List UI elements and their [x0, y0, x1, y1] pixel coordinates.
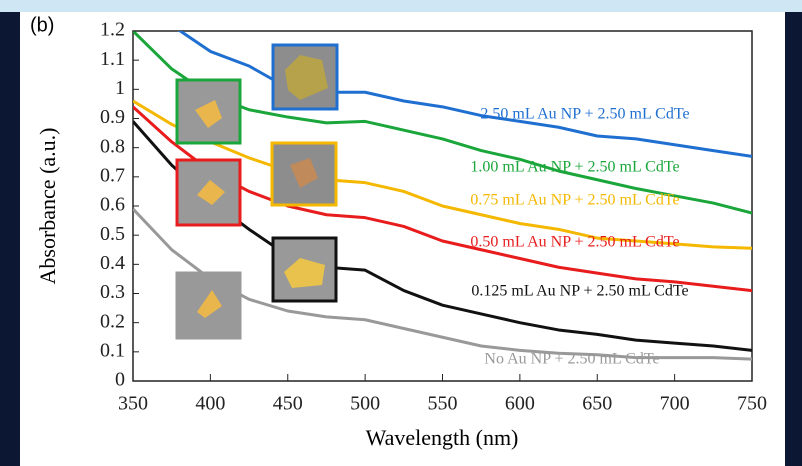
series-label: 2.50 mL Au NP + 2.50 mL CdTe — [480, 106, 689, 123]
y-tick-label: 0.5 — [100, 223, 125, 245]
x-axis-label: Wavelength (nm) — [366, 425, 519, 450]
inset-photo — [175, 78, 242, 145]
inset-photo — [175, 271, 242, 340]
insets — [175, 43, 339, 340]
x-tick-label: 700 — [660, 393, 690, 415]
y-tick-label: 0.3 — [100, 281, 125, 303]
series-label: 0.50 mL Au NP + 2.50 mL CdTe — [470, 234, 679, 251]
series-label: No Au NP + 2.50 mL CdTe — [484, 351, 659, 368]
y-tick-label: 0.1 — [100, 339, 125, 361]
y-tick-label: 1.2 — [100, 19, 125, 41]
series-label: 0.75 mL Au NP + 2.50 mL CdTe — [470, 192, 679, 209]
y-tick-label: 0.2 — [100, 310, 125, 332]
y-tick-label: 0.9 — [100, 106, 125, 128]
panel-label: (b) — [30, 14, 54, 36]
inset-photo — [271, 43, 339, 111]
x-tick-label: 500 — [350, 393, 380, 415]
inset-photo — [270, 141, 338, 207]
y-tick-label: 0.8 — [100, 135, 125, 157]
y-tick-label: 1 — [115, 77, 125, 99]
y-tick-label: 0.6 — [100, 194, 125, 216]
y-tick-label: 0.4 — [100, 252, 125, 274]
x-tick-label: 450 — [273, 393, 303, 415]
x-tick-label: 400 — [195, 393, 225, 415]
series-line — [177, 31, 752, 158]
figure-background — [20, 12, 785, 466]
series-label: 1.00 mL Au NP + 2.50 mL CdTe — [470, 159, 679, 176]
y-tick-label: 0.7 — [100, 164, 125, 186]
x-tick-label: 750 — [737, 393, 767, 415]
x-tick-label: 600 — [505, 393, 535, 415]
series-line — [133, 99, 752, 250]
x-tick-label: 350 — [118, 393, 148, 415]
inset-photo — [271, 236, 338, 303]
inset-photo — [175, 158, 242, 227]
series-label: 0.125 mL Au NP + 2.50 mL CdTe — [471, 283, 688, 300]
y-axis-label: Absorbance (a.u.) — [35, 128, 60, 285]
y-tick-label: 1.1 — [100, 48, 125, 70]
top-strip — [0, 0, 802, 12]
y-tick-label: 0 — [115, 369, 125, 391]
x-tick-label: 550 — [428, 393, 458, 415]
x-tick-label: 650 — [582, 393, 612, 415]
